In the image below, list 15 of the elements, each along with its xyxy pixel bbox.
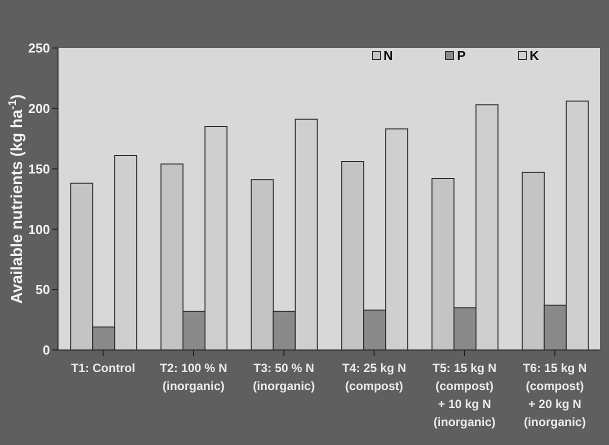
x-tick-label: T4: 25 kg N (compost) (342, 361, 406, 393)
legend-label: K (528, 48, 539, 63)
y-tick-label: 0 (42, 342, 50, 358)
legend-label: N (382, 48, 393, 63)
y-tick-label: 200 (28, 101, 50, 116)
y-tick-label: 150 (28, 161, 50, 176)
y-tick-label: 100 (28, 222, 50, 237)
x-tick-label: T5: 15 kg N (compost) + 10 kg N (inorganic) (432, 361, 497, 429)
x-tick-label: T6: 15 kg N (compost) + 20 kg N (inorganic) (522, 361, 587, 429)
x-tick-label: T3: 50 % N (inorganic) (252, 361, 315, 393)
y-tick-label: 50 (36, 282, 50, 298)
legend-label: P (456, 48, 466, 63)
x-tick-label: T2: 100 % N (inorganic) (160, 361, 228, 393)
y-tick-label: 250 (28, 40, 50, 56)
x-tick-label: T1: Control (71, 361, 136, 375)
